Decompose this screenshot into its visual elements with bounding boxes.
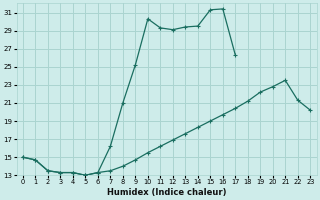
X-axis label: Humidex (Indice chaleur): Humidex (Indice chaleur) (107, 188, 226, 197)
